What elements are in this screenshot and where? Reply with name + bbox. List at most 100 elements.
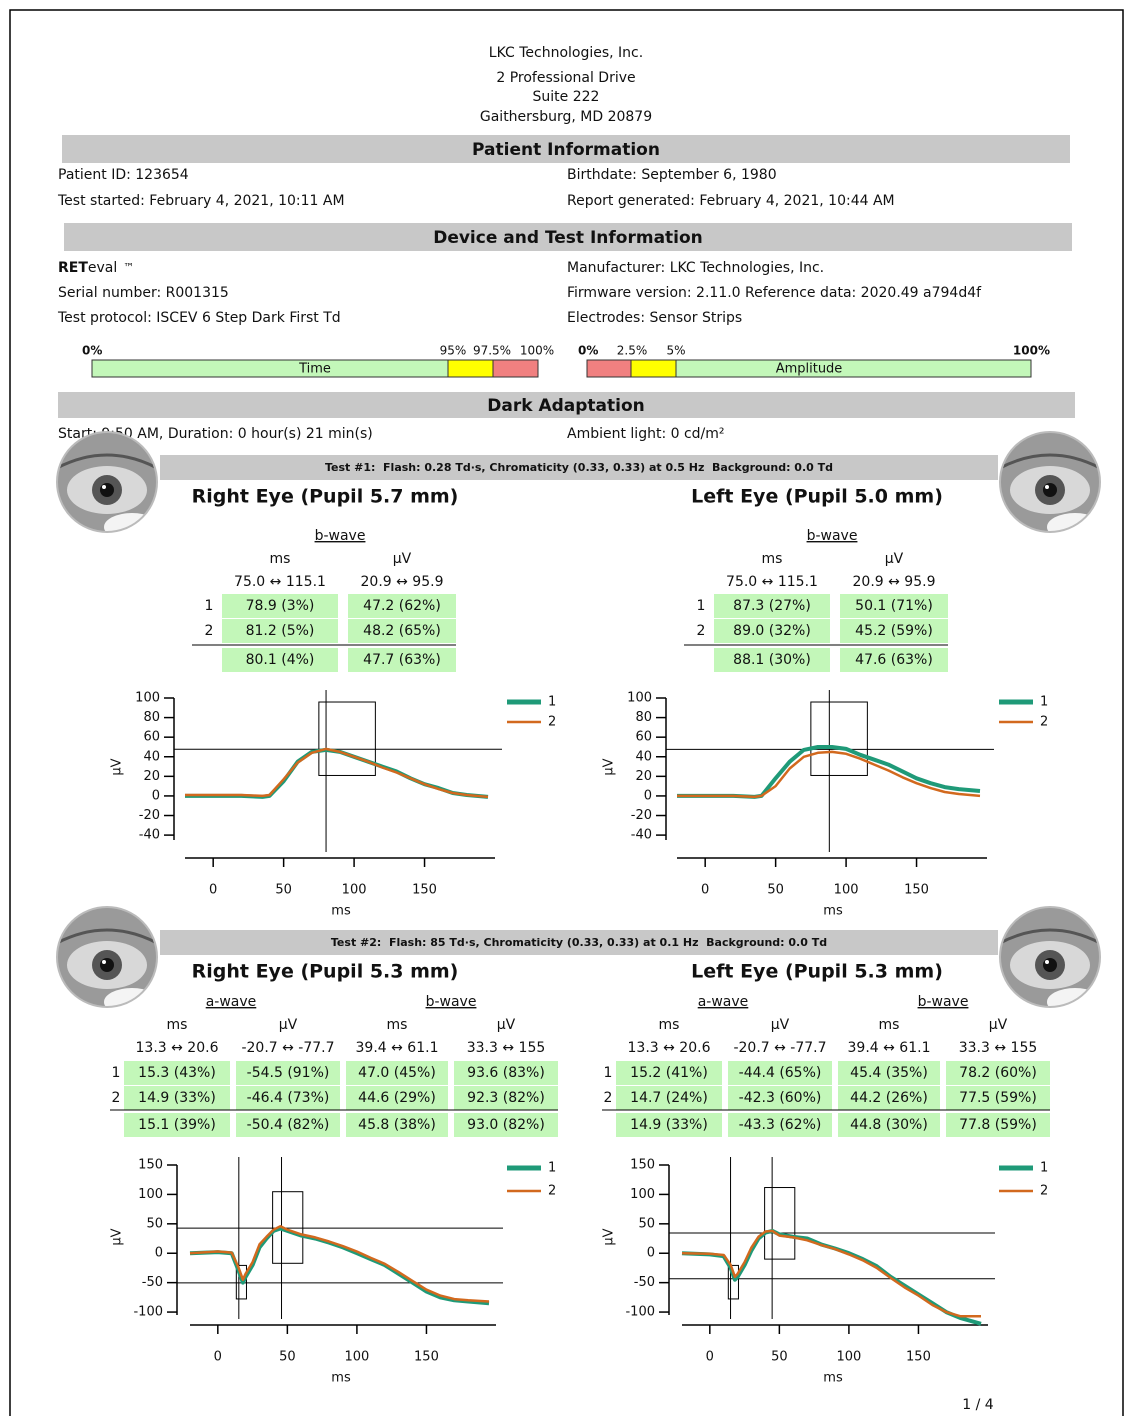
normal-range: 75.0 ↔ 115.1 — [726, 574, 818, 590]
column-header: ms — [762, 551, 783, 567]
y-axis-label: µV — [110, 758, 125, 775]
mean-value: -50.4 (82%) — [247, 1117, 330, 1133]
y-axis-label: µV — [602, 1228, 617, 1245]
column-header: ms — [387, 1017, 408, 1033]
normal-range: 33.3 ↔ 155 — [467, 1040, 546, 1056]
scale-segment — [586, 359, 632, 378]
legend-label: 2 — [548, 715, 556, 730]
x-tick-label: 0 — [214, 1350, 222, 1365]
eye-title: Right Eye (Pupil 5.3 mm) — [192, 961, 459, 983]
y-tick-label: 100 — [630, 1187, 655, 1202]
result-value: 14.9 (33%) — [138, 1090, 216, 1106]
waveform — [681, 1229, 981, 1318]
pupil — [100, 483, 114, 497]
scale-segment — [675, 359, 1032, 378]
normal-box — [727, 1264, 739, 1300]
mean-cell — [840, 648, 948, 672]
legend-label: 2 — [1040, 715, 1048, 730]
mean-cell — [348, 648, 456, 672]
normal-range: 39.4 ↔ 61.1 — [356, 1040, 439, 1056]
row-label: 2 — [697, 623, 706, 639]
test-header: Test #2: Flash: 85 Td·s, Chromaticity (0… — [331, 936, 827, 949]
legend-label: 1 — [548, 695, 556, 710]
mean-cell — [728, 1113, 832, 1137]
waveform — [189, 1226, 490, 1306]
result-cell — [348, 594, 456, 618]
column-header: ms — [167, 1017, 188, 1033]
normal-range: 75.0 ↔ 115.1 — [234, 574, 326, 590]
page-number: 1 / 4 — [962, 1397, 994, 1413]
mean-cell — [454, 1113, 558, 1137]
glint — [1045, 485, 1049, 489]
mean-cell — [838, 1113, 940, 1137]
company: LKC Technologies, Inc. — [489, 45, 643, 61]
y-tick-label: -40 — [631, 828, 652, 843]
address-line: 2 Professional Drive — [496, 70, 635, 86]
section-bar — [58, 392, 1075, 418]
y-tick-label: 20 — [635, 769, 652, 784]
normal-range: 20.9 ↔ 95.9 — [361, 574, 444, 590]
wave-name: a-wave — [698, 994, 749, 1010]
result-cell — [840, 619, 948, 643]
mean-value: -43.3 (62%) — [739, 1117, 822, 1133]
page-frame — [9, 9, 1124, 1416]
result-value: 78.9 (3%) — [246, 598, 315, 614]
result-value: -44.4 (65%) — [739, 1065, 822, 1081]
scale-segment — [447, 359, 494, 378]
result-value: 45.2 (59%) — [855, 623, 933, 639]
column-header: µV — [393, 551, 412, 567]
row-label: 2 — [112, 1090, 121, 1106]
y-tick-label: 40 — [635, 749, 652, 764]
section-bar — [62, 135, 1070, 163]
result-cell — [838, 1086, 940, 1110]
mean-cell — [616, 1113, 722, 1137]
scale-mark: 5% — [666, 344, 685, 358]
x-tick-label: 100 — [342, 883, 367, 898]
device-field: Manufacturer: LKC Technologies, Inc. — [567, 260, 824, 276]
section-bar — [64, 223, 1072, 251]
glint — [1045, 960, 1049, 964]
legend-label: 2 — [548, 1184, 556, 1199]
mean-value: 93.0 (82%) — [467, 1117, 545, 1133]
result-cell — [616, 1086, 722, 1110]
mean-cell — [124, 1113, 230, 1137]
y-tick-label: 20 — [143, 769, 160, 784]
eye-title: Right Eye (Pupil 5.7 mm) — [192, 486, 459, 508]
patient-field: Test started: February 4, 2021, 10:11 AM — [57, 193, 345, 209]
address-line: Suite 222 — [533, 89, 600, 105]
strip — [104, 513, 157, 532]
y-tick-label: 60 — [635, 730, 652, 745]
normal-box — [235, 1264, 247, 1300]
result-value: -54.5 (91%) — [247, 1065, 330, 1081]
section-title: Patient Information — [472, 140, 660, 160]
x-tick-label: 100 — [834, 883, 859, 898]
eye-title: Left Eye (Pupil 5.3 mm) — [691, 961, 943, 983]
x-tick-label: 0 — [706, 1350, 714, 1365]
result-cell — [348, 619, 456, 643]
eye-title: Left Eye (Pupil 5.0 mm) — [691, 486, 943, 508]
y-tick-label: -50 — [142, 1275, 163, 1290]
x-axis-label: ms — [331, 904, 351, 919]
result-value: 14.7 (24%) — [630, 1090, 708, 1106]
scale-mark: 95% — [440, 344, 467, 358]
mean-value: 80.1 (4%) — [246, 652, 315, 668]
waveform — [677, 750, 981, 799]
y-tick-label: 100 — [138, 1187, 163, 1202]
row-label: 1 — [205, 598, 214, 614]
x-tick-label: 50 — [279, 1350, 296, 1365]
pupil — [100, 958, 114, 972]
result-value: 15.2 (41%) — [630, 1065, 708, 1081]
product-part: ™ — [123, 261, 134, 274]
ambient-light: Ambient light: 0 cd/m² — [567, 426, 725, 442]
scale-mark: 2.5% — [617, 344, 648, 358]
row-label: 1 — [112, 1065, 121, 1081]
result-cell — [124, 1086, 230, 1110]
result-value: 47.2 (62%) — [363, 598, 441, 614]
scale-mark: 0% — [82, 344, 102, 358]
strip — [1047, 988, 1100, 1007]
scale-mark: 100% — [520, 344, 554, 358]
mean-value: 45.8 (38%) — [358, 1117, 436, 1133]
lid — [1000, 453, 1100, 470]
scale-segment — [91, 359, 449, 378]
